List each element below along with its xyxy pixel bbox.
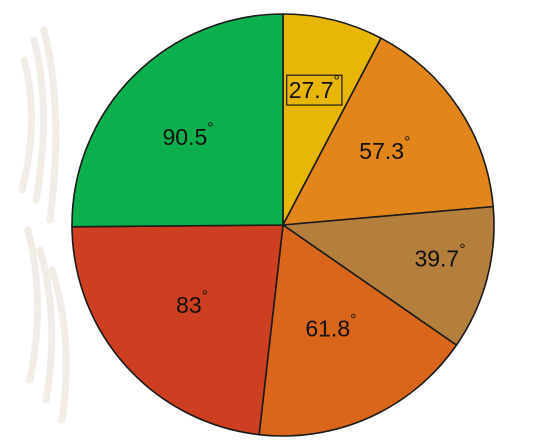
pie-slice-57-3 bbox=[282, 37, 494, 226]
slice-label-57-3: 57.3° bbox=[359, 134, 410, 164]
pie-slice-83 bbox=[71, 224, 284, 436]
pie-slice-27-7 bbox=[282, 13, 382, 226]
pie-slice-39-7 bbox=[282, 205, 495, 346]
slice-label-90-5: 90.5° bbox=[163, 120, 214, 150]
slice-label-39-7: 39.7° bbox=[414, 242, 465, 272]
slice-label-83: 83° bbox=[176, 288, 208, 318]
pie-slice-61-8 bbox=[258, 224, 458, 437]
pie-slice-90-5 bbox=[71, 13, 284, 228]
slice-label-box bbox=[286, 74, 343, 106]
slice-label-27-7: 27.7° bbox=[289, 73, 340, 103]
slice-label-61-8: 61.8° bbox=[305, 312, 356, 342]
